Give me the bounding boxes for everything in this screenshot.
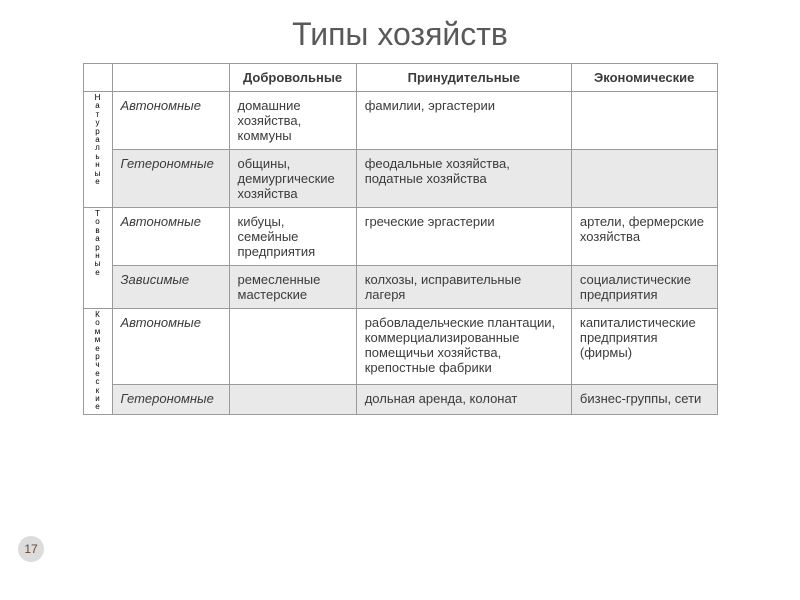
cell: бизнес-группы, сети <box>571 385 717 414</box>
header-blank-2 <box>112 64 229 92</box>
cell: колхозы, исправительные лагеря <box>356 266 571 309</box>
row-group-natural: Натуральные <box>83 92 112 208</box>
cell: фамилии, эргастерии <box>356 92 571 150</box>
cell: рабовладельческие плантации, коммерциали… <box>356 309 571 385</box>
economy-types-table: Добровольные Принудительные Экономически… <box>83 63 718 415</box>
row-name: Гетерономные <box>112 385 229 414</box>
cell: капиталистические предприятия (фирмы) <box>571 309 717 385</box>
cell <box>229 309 356 385</box>
cell: кибуцы, семейные предприятия <box>229 208 356 266</box>
page-number-badge: 17 <box>18 536 44 562</box>
row-name: Гетерономные <box>112 150 229 208</box>
vcat-label: Товарные <box>95 209 101 277</box>
cell: ремесленные мастерские <box>229 266 356 309</box>
col-head-economic: Экономические <box>571 64 717 92</box>
vcat-label: Натуральные <box>95 93 101 186</box>
page-title: Типы хозяйств <box>0 0 800 63</box>
header-blank-1 <box>83 64 112 92</box>
cell: домашние хозяйства, коммуны <box>229 92 356 150</box>
table-row: Гетерономные общины, демиургические хозя… <box>83 150 717 208</box>
row-name: Автономные <box>112 309 229 385</box>
row-group-commercial: Коммерческие <box>83 309 112 415</box>
table-header-row: Добровольные Принудительные Экономически… <box>83 64 717 92</box>
row-name: Автономные <box>112 208 229 266</box>
cell <box>229 385 356 414</box>
cell <box>571 92 717 150</box>
cell: общины, демиургические хозяйства <box>229 150 356 208</box>
cell: феодальные хозяйства, податные хозяйства <box>356 150 571 208</box>
table-row: Товарные Автономные кибуцы, семейные пре… <box>83 208 717 266</box>
slide: { "page_number": "17", "title": "Типы хо… <box>0 0 800 600</box>
table-row: Натуральные Автономные домашние хозяйств… <box>83 92 717 150</box>
cell: греческие эргастерии <box>356 208 571 266</box>
table-container: Добровольные Принудительные Экономически… <box>83 63 718 415</box>
col-head-forced: Принудительные <box>356 64 571 92</box>
row-name: Зависимые <box>112 266 229 309</box>
row-name: Автономные <box>112 92 229 150</box>
table-row: Зависимые ремесленные мастерские колхозы… <box>83 266 717 309</box>
vcat-label: Коммерческие <box>95 310 101 411</box>
table-row: Гетерономные дольная аренда, колонат биз… <box>83 385 717 414</box>
col-head-voluntary: Добровольные <box>229 64 356 92</box>
row-group-commodity: Товарные <box>83 208 112 309</box>
cell: артели, фермерские хозяйства <box>571 208 717 266</box>
cell: социалистические предприятия <box>571 266 717 309</box>
table-row: Коммерческие Автономные рабовладельчески… <box>83 309 717 385</box>
cell: дольная аренда, колонат <box>356 385 571 414</box>
cell <box>571 150 717 208</box>
